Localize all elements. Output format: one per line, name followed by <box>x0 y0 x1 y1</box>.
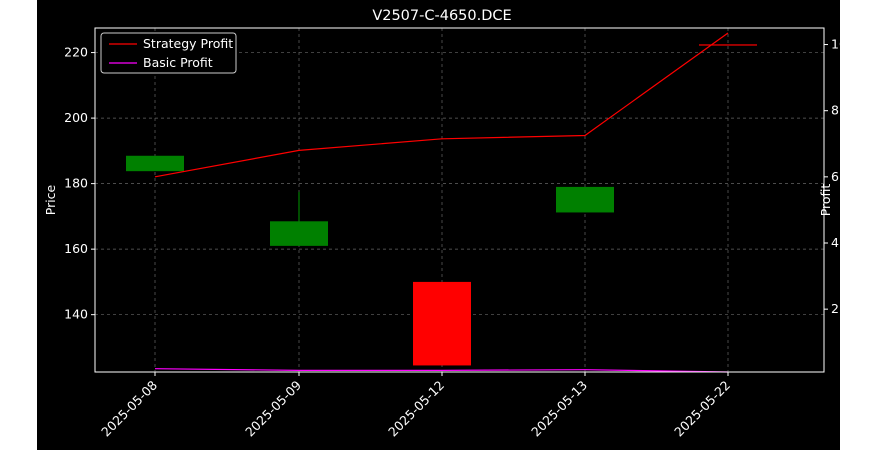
chart-title: V2507-C-4650.DCE <box>372 8 511 24</box>
legend-label-strategy: Strategy Profit <box>143 36 233 51</box>
candle-body-4 <box>699 44 757 46</box>
left-axis: 140 160 180 200 220 <box>64 45 95 322</box>
left-axis-title: Price <box>43 184 58 215</box>
right-tick-label-4: 10 <box>831 37 840 52</box>
legend-label-basic: Basic Profit <box>143 55 213 70</box>
series-line-1 <box>154 368 729 373</box>
x-tick-label-0: 2025-05-08 <box>98 377 160 439</box>
x-tick-label-3: 2025-05-13 <box>528 378 590 440</box>
candle-body-0 <box>126 155 184 172</box>
legend: Strategy Profit Basic Profit <box>100 32 237 74</box>
x-tick-label-1: 2025-05-09 <box>242 377 304 439</box>
profit-lines <box>154 32 729 373</box>
series-line-0 <box>154 32 729 178</box>
left-tick-label-0: 140 <box>64 307 88 322</box>
candles <box>126 44 757 366</box>
plot-frame <box>94 27 825 373</box>
x-axis: 2025-05-08 2025-05-09 2025-05-12 2025-05-13… <box>98 372 733 439</box>
right-tick-label-1: 4 <box>831 235 839 250</box>
left-tick-label-4: 220 <box>64 45 88 60</box>
candle-body-2 <box>413 281 471 366</box>
left-tick-label-2: 180 <box>64 176 88 191</box>
right-tick-label-3: 8 <box>831 103 839 118</box>
right-axis-title: Profit <box>818 184 833 217</box>
x-tick-label-2: 2025-05-12 <box>385 378 447 440</box>
x-tick-label-4: 2025-05-22 <box>671 378 733 440</box>
candle-body-3 <box>556 186 614 213</box>
right-tick-label-0: 2 <box>831 301 839 316</box>
left-tick-label-1: 160 <box>64 241 88 256</box>
right-axis: 2 4 6 8 10 <box>824 37 840 316</box>
right-tick-label-2: 6 <box>831 169 839 184</box>
candle-body-1 <box>270 221 328 246</box>
left-tick-label-3: 200 <box>64 110 88 125</box>
grid <box>95 28 824 372</box>
